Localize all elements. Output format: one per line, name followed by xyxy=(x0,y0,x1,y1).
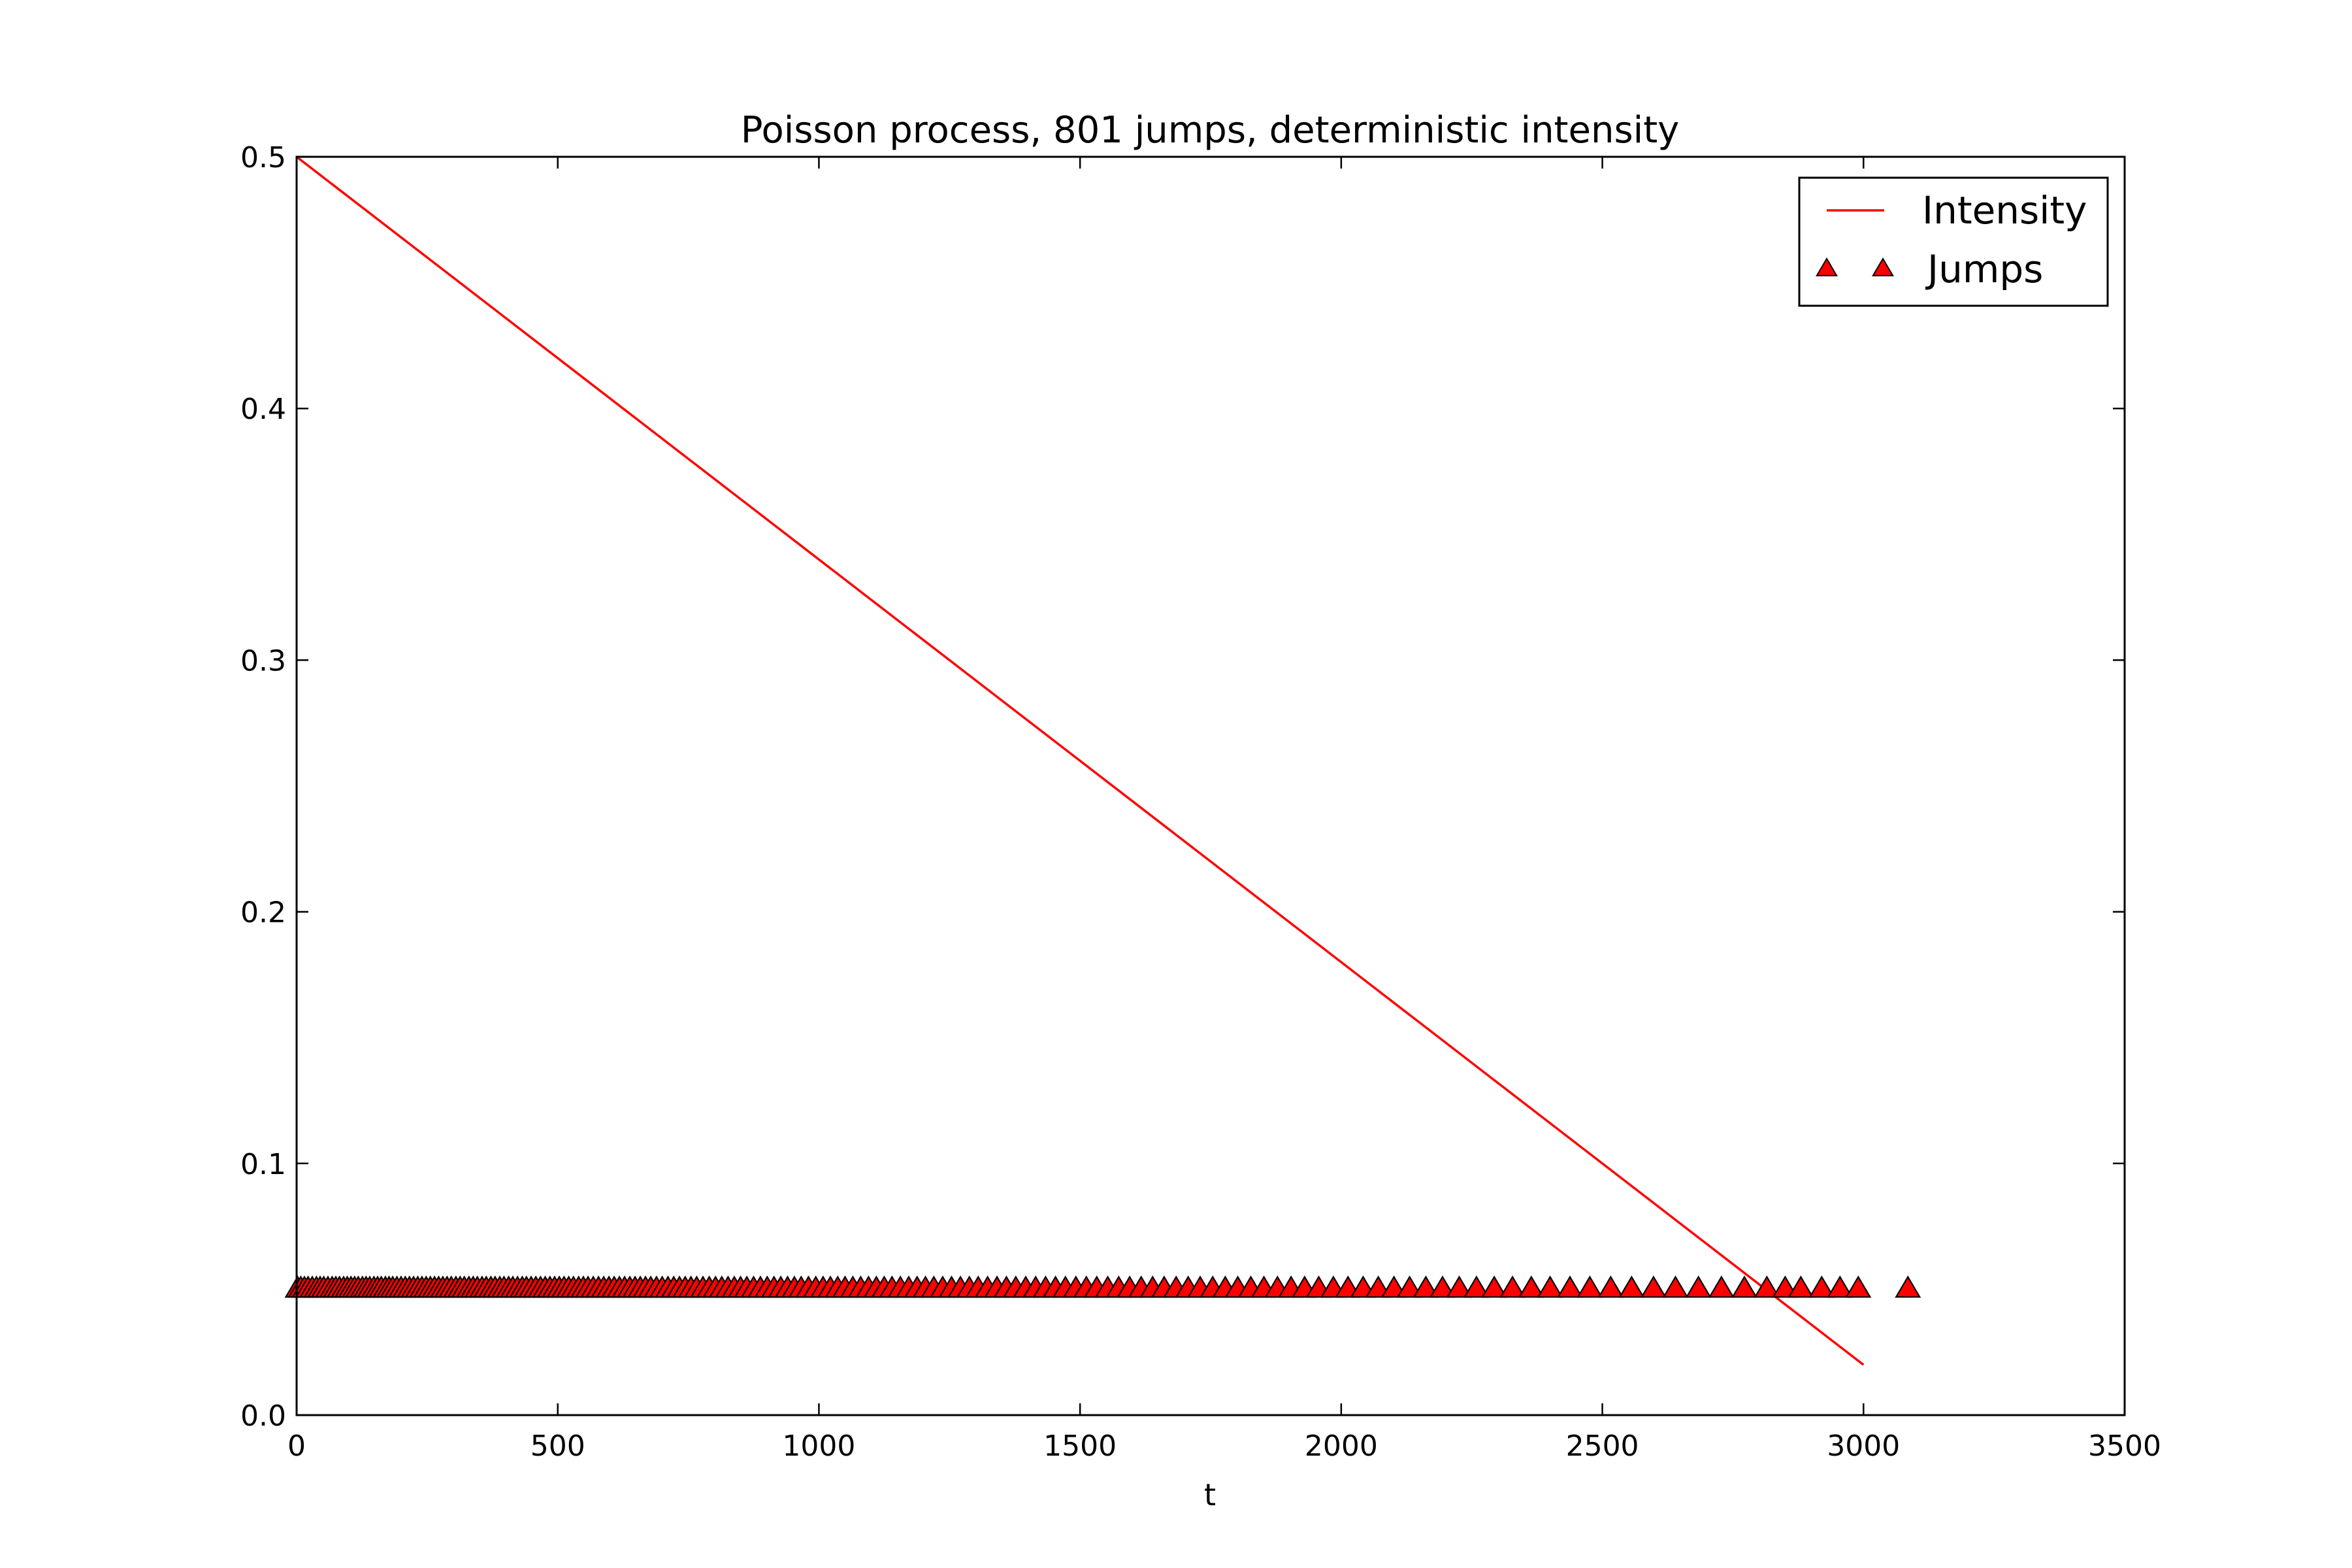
jump-marker xyxy=(1446,1275,1473,1298)
jump-marker xyxy=(1463,1275,1490,1298)
jump-marker xyxy=(1413,1275,1439,1298)
jump-marker xyxy=(1618,1275,1645,1298)
jump-marker xyxy=(1499,1275,1526,1298)
x-tick-label: 2000 xyxy=(1305,1429,1378,1463)
jump-marker xyxy=(1708,1275,1735,1298)
jump-marker xyxy=(1518,1275,1544,1298)
x-tick-label: 3500 xyxy=(2088,1429,2161,1463)
plot-area xyxy=(284,157,1921,1366)
legend-jumps-label: Jumps xyxy=(1925,247,2043,291)
jump-marker xyxy=(1808,1275,1835,1298)
y-tick-label: 0.4 xyxy=(240,393,286,426)
plot-clipped-group xyxy=(297,157,1865,1366)
jump-marker xyxy=(1772,1275,1799,1298)
jump-marker xyxy=(1685,1275,1712,1298)
y-tick-label: 0.3 xyxy=(240,644,286,678)
jump-marker xyxy=(1788,1275,1814,1298)
legend-intensity-label: Intensity xyxy=(1922,188,2087,233)
jump-marker xyxy=(1754,1275,1780,1298)
jumps-markers xyxy=(284,1275,1921,1298)
legend-jumps-swatch xyxy=(1816,257,1838,276)
jump-marker xyxy=(1365,1275,1392,1298)
jump-marker xyxy=(1597,1275,1624,1298)
y-tick-label: 0.1 xyxy=(240,1148,286,1181)
jump-marker xyxy=(1380,1275,1407,1298)
jump-marker xyxy=(1576,1275,1603,1298)
legend-jumps-swatch xyxy=(1872,257,1894,276)
intensity-line xyxy=(297,157,1865,1366)
axes-frame xyxy=(295,155,2126,1416)
x-tick-label: 500 xyxy=(531,1429,585,1463)
jump-marker xyxy=(1396,1275,1423,1298)
jump-marker xyxy=(1731,1275,1757,1298)
x-tick-label: 1500 xyxy=(1043,1429,1117,1463)
jump-marker xyxy=(1537,1275,1563,1298)
x-tick-label: 0 xyxy=(287,1429,306,1463)
jump-marker xyxy=(1895,1275,1921,1298)
jump-marker xyxy=(1429,1275,1456,1298)
y-tick-label: 0.2 xyxy=(240,896,286,930)
jump-marker xyxy=(1827,1275,1854,1298)
jump-marker xyxy=(1481,1275,1508,1298)
y-tick-label: 0.0 xyxy=(240,1399,286,1433)
x-axis-label: t xyxy=(1204,1477,1216,1512)
legend: Intensity Jumps xyxy=(1798,176,2109,307)
jump-marker xyxy=(1557,1275,1583,1298)
y-tick-label: 0.5 xyxy=(240,141,286,174)
jump-marker xyxy=(1662,1275,1689,1298)
x-tick-label: 2500 xyxy=(1566,1429,1639,1463)
chart-title: Poisson process, 801 jumps, deterministi… xyxy=(741,109,1680,152)
jump-marker xyxy=(1640,1275,1667,1298)
x-tick-label: 1000 xyxy=(782,1429,855,1463)
x-tick-label: 3000 xyxy=(1827,1429,1900,1463)
jump-marker xyxy=(1845,1275,1872,1298)
legend-box xyxy=(1798,176,2109,307)
axes: 0 500 1000 1500 2000 2500 3000 3500 0.0 0.1 0.2 0.3… xyxy=(240,141,2161,1463)
